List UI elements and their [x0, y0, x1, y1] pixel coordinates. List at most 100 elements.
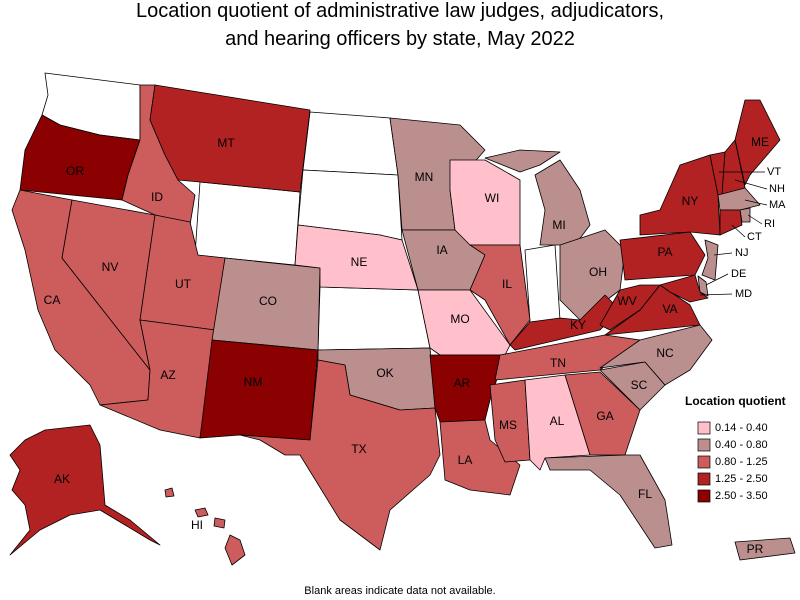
state-shape: [719, 209, 743, 236]
legend-swatch: [697, 472, 711, 486]
state-label: MA: [769, 199, 786, 211]
state-label: OR: [66, 164, 84, 178]
state-shape: [469, 244, 531, 346]
state-shape: [9, 424, 161, 556]
state-label: ME: [751, 135, 769, 149]
state-shape: [697, 275, 709, 297]
state-label: DE: [731, 268, 746, 280]
state-label: NC: [656, 346, 674, 360]
state-label: CO: [259, 294, 277, 308]
state-label: TX: [351, 442, 366, 456]
state-shape: [701, 239, 719, 281]
state-part: [224, 534, 246, 566]
state-part: [164, 487, 175, 498]
state-label: PA: [657, 245, 672, 259]
leader-line: [713, 252, 733, 256]
state-shape: [524, 244, 561, 323]
leader-line: [705, 273, 729, 286]
state-shape: [734, 99, 781, 186]
state-part: [213, 517, 226, 529]
state-labels: OR CA NV ID MT UT AZ CO NM NE OK TX MN I…: [44, 135, 786, 556]
footnote: Blank areas indicate data not available.: [304, 585, 495, 597]
state-label: AR: [454, 376, 471, 390]
title-line: and hearing officers by state, May 2022: [225, 28, 575, 50]
state-shape: [734, 537, 796, 561]
state-shape: [302, 111, 399, 176]
state-label: VA: [662, 302, 677, 316]
state-label: PR: [747, 542, 764, 556]
state-shape: [439, 419, 521, 496]
state-label: OH: [589, 265, 607, 279]
title-line: Location quotient of administrative law …: [136, 0, 664, 22]
state-shape: [509, 294, 621, 351]
state-label: WV: [617, 294, 636, 308]
state-shape: [194, 181, 301, 266]
state-label: SC: [631, 378, 648, 392]
state-label: NV: [102, 260, 119, 274]
state-part: [484, 149, 561, 173]
state-shape: [659, 274, 709, 303]
state-shape: [619, 231, 706, 281]
state-part: [194, 507, 209, 518]
state-shape: [639, 154, 721, 236]
state-label: MD: [735, 288, 752, 300]
leader-line: [744, 199, 768, 206]
leader-line: [734, 179, 768, 190]
state-shape: [489, 379, 531, 463]
state-label: VT: [767, 166, 781, 178]
state-label: IL: [502, 277, 512, 291]
state-label: AZ: [160, 368, 175, 382]
state-label: AL: [550, 414, 565, 428]
state-shape: [544, 454, 673, 549]
state-label: MI: [552, 218, 565, 232]
state-shape: [717, 187, 761, 211]
state-shape: [484, 149, 591, 246]
state-part: [534, 159, 591, 246]
legend-swatch: [697, 438, 711, 452]
legend-label: 1.25 - 2.50: [715, 473, 768, 485]
state-label: KY: [570, 318, 586, 332]
state-shape: [317, 286, 431, 351]
state-label: NE: [351, 255, 368, 269]
state-label: OK: [376, 366, 393, 380]
state-label: MO: [450, 312, 469, 326]
state-label: NM: [244, 375, 263, 389]
state-label: UT: [175, 277, 192, 291]
state-part: [9, 424, 161, 556]
leader-line: [731, 224, 746, 238]
state-label: NH: [769, 183, 785, 195]
state-shape: [294, 224, 419, 291]
state-shape: [239, 359, 441, 551]
state-label: NJ: [735, 247, 748, 259]
state-label: AK: [54, 472, 70, 486]
leader-line: [747, 214, 763, 225]
legend-swatch: [697, 489, 711, 503]
legend-label: 0.40 - 0.80: [715, 439, 768, 451]
state-shape: [564, 371, 641, 456]
state-label: MS: [499, 418, 517, 432]
state-label: GA: [596, 409, 613, 423]
state-label: MN: [415, 170, 434, 184]
state-shape: [149, 84, 311, 193]
state-label: RI: [764, 218, 775, 230]
state-label: LA: [458, 453, 473, 467]
legend-label: 2.50 - 3.50: [715, 490, 768, 502]
leader-line: [699, 293, 733, 296]
legend-swatch: [697, 455, 711, 469]
state-label: NY: [682, 194, 699, 208]
states: [9, 84, 796, 566]
legend-label: 0.80 - 1.25: [715, 456, 768, 468]
state-label: MT: [217, 136, 235, 150]
legend: Location quotient 0.14 - 0.40 0.40 - 0.80…: [685, 394, 786, 503]
state-shape: [599, 324, 713, 386]
state-shape: [199, 339, 319, 441]
state-label: IA: [436, 243, 447, 257]
state-label: FL: [638, 487, 652, 501]
legend-label: 0.14 - 0.40: [715, 422, 768, 434]
legend-title: Location quotient: [685, 394, 786, 408]
state-shape: [164, 487, 246, 566]
state-label: HI: [191, 518, 203, 532]
state-label: CT: [747, 231, 762, 243]
state-label: WI: [485, 191, 500, 205]
